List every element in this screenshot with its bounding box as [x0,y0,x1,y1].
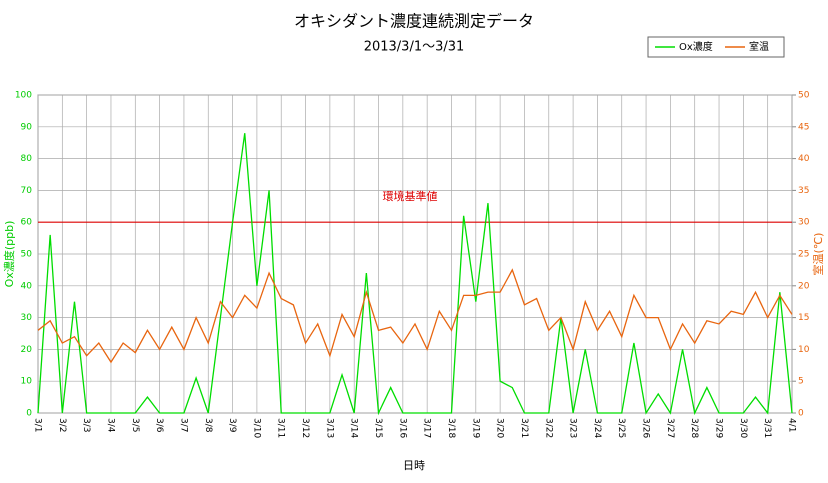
chart-subtitle: 2013/3/1～3/31 [364,40,465,55]
x-tick-label: 3/2 [57,418,67,432]
y-tick-label: 100 [15,91,32,101]
x-tick-label: 3/19 [470,418,480,438]
legend-label: 室温 [749,40,769,53]
y2-axis-label: 室温(℃) [811,233,825,276]
x-tick-label: 3/13 [324,418,334,438]
y2-tick-label: 15 [798,313,809,323]
y-axis-label: Ox濃度(ppb) [2,221,16,288]
chart-title: オキシダント濃度連続測定データ [294,12,534,31]
x-tick-label: 3/31 [762,418,772,438]
y-tick-label: 20 [21,345,33,355]
y2-tick-label: 35 [798,186,809,196]
legend-label: Ox濃度 [679,40,713,53]
y2-tick-label: 30 [798,218,810,228]
x-tick-label: 3/5 [130,418,140,432]
series-line [37,133,793,416]
x-tick-label: 3/10 [251,418,261,438]
x-tick-label: 3/12 [300,418,310,438]
x-tick-label: 3/1 [33,418,43,432]
y2-tick-label: 45 [798,122,809,132]
x-tick-label: 3/24 [592,418,602,438]
x-tick-label: 3/7 [178,418,188,432]
x-tick-label: 4/1 [787,418,797,432]
x-tick-label: 3/11 [276,418,286,438]
y2-tick-label: 5 [798,377,804,387]
x-tick-label: 3/26 [641,418,651,438]
x-tick-label: 3/21 [519,418,529,438]
y2-tick-label: 0 [798,409,804,419]
y-tick-label: 60 [21,218,33,228]
x-tick-label: 3/9 [227,418,237,433]
x-tick-label: 3/28 [689,418,699,438]
y2-tick-label: 25 [798,250,809,260]
x-axis-label: 日時 [403,459,425,472]
y-tick-label: 50 [21,250,33,260]
x-tick-label: 3/4 [105,418,115,433]
x-tick-label: 3/20 [495,418,505,438]
x-tick-label: 3/29 [714,418,724,438]
y-tick-label: 10 [21,377,33,387]
x-tick-label: 3/27 [665,418,675,438]
x-tick-label: 3/23 [568,418,578,438]
legend-box [647,36,785,58]
y-tick-label: 0 [26,409,32,419]
x-tick-label: 3/18 [446,418,456,438]
y2-tick-label: 40 [798,154,810,164]
y2-tick-label: 20 [798,281,810,291]
y2-tick-label: 10 [798,345,810,355]
y2-tick-label: 50 [798,91,810,101]
x-tick-label: 3/6 [154,418,164,433]
x-tick-label: 3/30 [738,418,748,438]
x-tick-label: 3/22 [543,418,553,438]
y-tick-label: 40 [21,281,33,291]
x-tick-label: 3/14 [349,418,359,438]
x-tick-label: 3/16 [397,418,407,438]
x-tick-label: 3/8 [203,418,213,433]
y-tick-label: 80 [21,154,33,164]
x-tick-label: 3/15 [373,418,383,438]
y-tick-label: 70 [21,186,33,196]
x-tick-label: 3/3 [81,418,91,432]
y-tick-label: 30 [21,313,33,323]
reference-label: 環境基準値 [383,189,438,203]
series-line [37,268,793,364]
y-tick-label: 90 [21,122,33,132]
x-tick-label: 3/25 [616,418,626,438]
x-tick-label: 3/17 [422,418,432,438]
